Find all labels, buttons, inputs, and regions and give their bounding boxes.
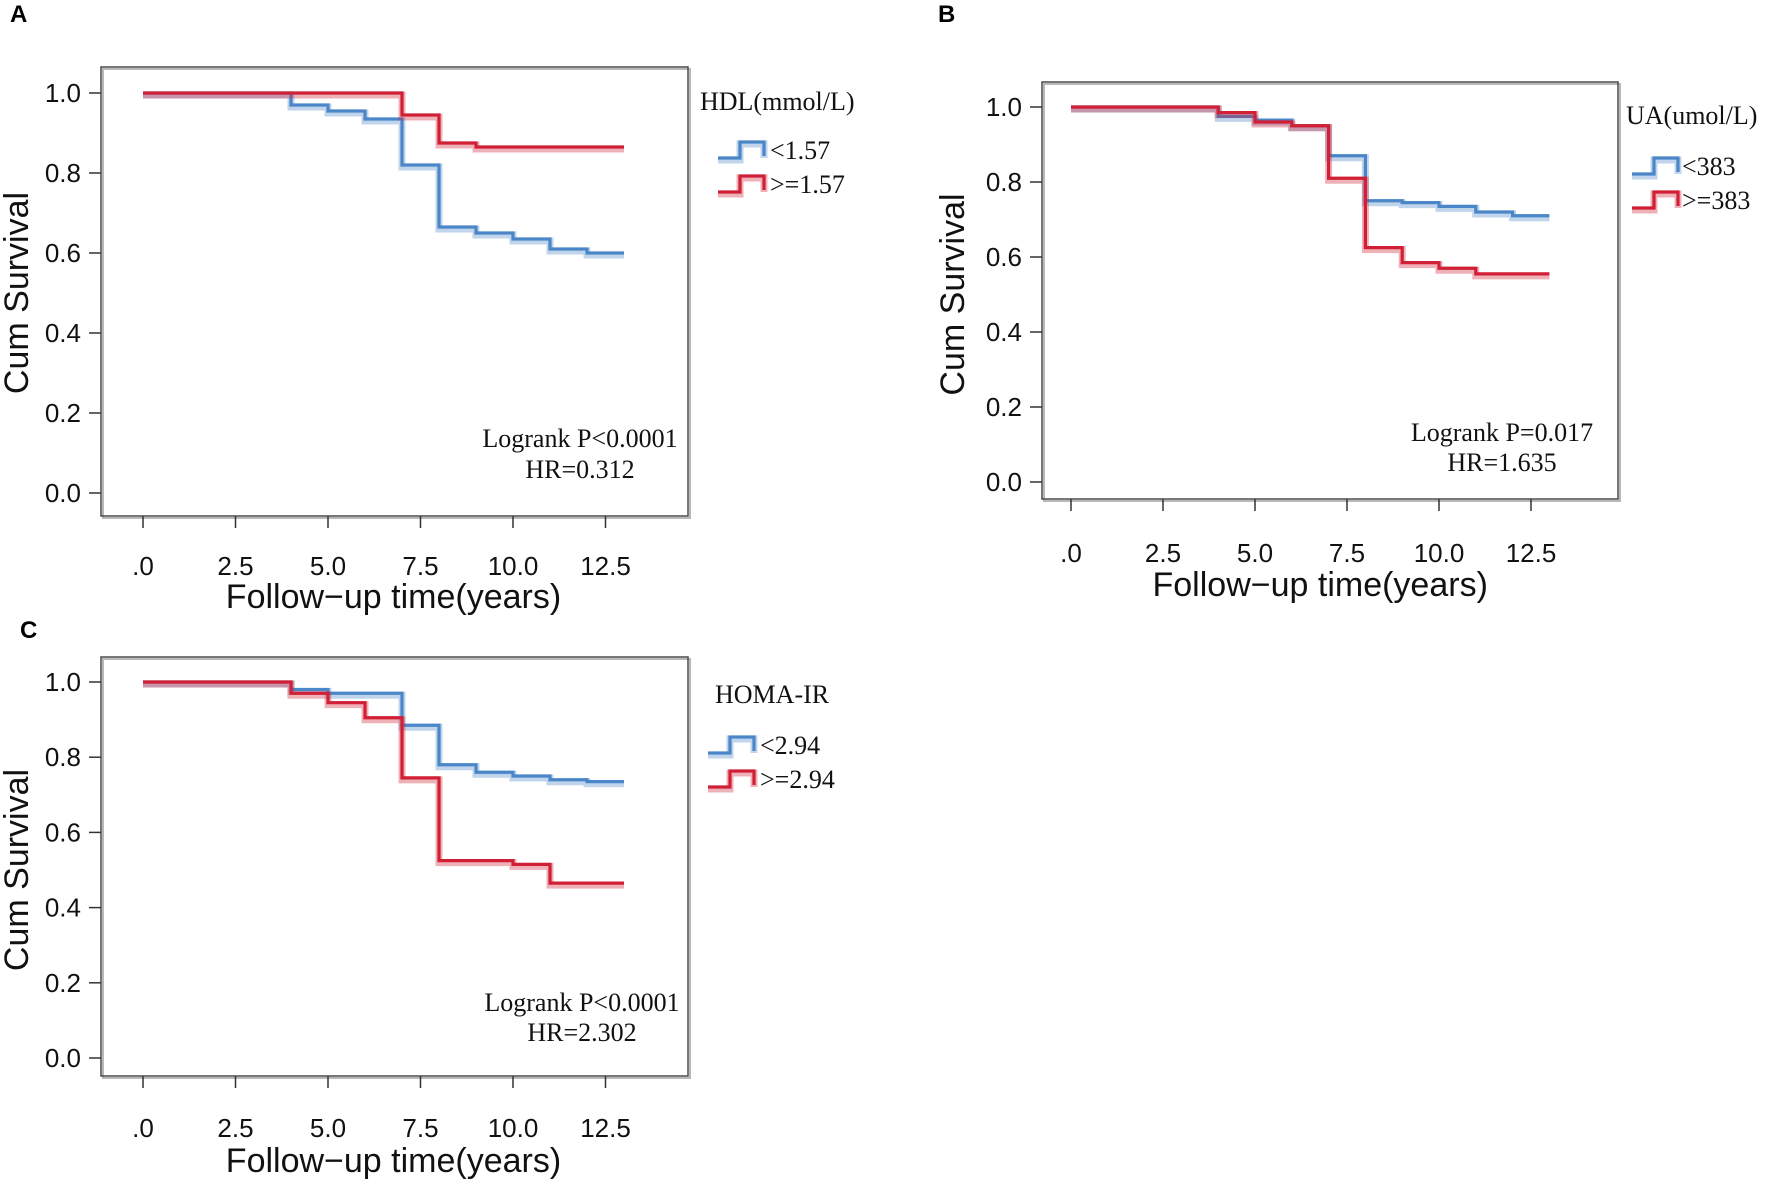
y-tick-label: 1.0 bbox=[45, 667, 81, 697]
legend-title: UA(umol/L) bbox=[1626, 101, 1757, 130]
x-tick-label: 12.5 bbox=[1506, 538, 1557, 568]
x-axis-title: Follow−up time(years) bbox=[1153, 566, 1488, 604]
survival-curve-2 bbox=[143, 91, 624, 149]
panel-letter: B bbox=[938, 1, 955, 28]
plot-frame-shadow bbox=[102, 68, 691, 519]
y-tick-label: 0.8 bbox=[45, 742, 81, 772]
x-tick-label: 2.5 bbox=[1145, 538, 1181, 568]
survival-curve-1 bbox=[1071, 105, 1550, 218]
panel-letter: A bbox=[10, 1, 27, 28]
x-tick-label: 5.0 bbox=[1237, 538, 1273, 568]
y-tick-label: 0.0 bbox=[45, 478, 81, 508]
y-tick-label: 0.2 bbox=[45, 398, 81, 428]
legend-label-1: <2.94 bbox=[760, 731, 820, 760]
hazard-ratio-annotation: HR=2.302 bbox=[527, 1018, 636, 1047]
x-tick-label: 7.5 bbox=[1329, 538, 1365, 568]
legend: HDL(mmol/L) <1.57 >=1.57 bbox=[700, 87, 855, 199]
x-tick-label: 5.0 bbox=[310, 1113, 346, 1143]
x-tick-label: 2.5 bbox=[217, 1113, 253, 1143]
survival-curve-2 bbox=[143, 680, 624, 885]
y-tick-label: 0.6 bbox=[45, 238, 81, 268]
legend-symbol-1 bbox=[708, 735, 756, 755]
x-tick-label: .0 bbox=[1060, 538, 1082, 568]
y-tick-label: 0.8 bbox=[45, 158, 81, 188]
y-tick-label: 0.8 bbox=[986, 167, 1022, 197]
panel-letter: C bbox=[20, 617, 37, 644]
x-tick-label: 12.5 bbox=[580, 551, 631, 581]
legend: UA(umol/L) <383 >=383 bbox=[1626, 101, 1757, 215]
y-tick-label: 1.0 bbox=[45, 78, 81, 108]
logrank-annotation: Logrank P=0.017 bbox=[1411, 418, 1593, 447]
survival-curve-1 bbox=[143, 91, 624, 255]
x-tick-label: 10.0 bbox=[488, 1113, 539, 1143]
y-tick-label: 0.0 bbox=[986, 467, 1022, 497]
legend-symbol-2 bbox=[718, 174, 766, 194]
plot-frame bbox=[100, 66, 689, 517]
x-tick-label: .0 bbox=[132, 1113, 154, 1143]
logrank-annotation: Logrank P<0.0001 bbox=[482, 424, 677, 453]
legend-symbol-2 bbox=[708, 769, 756, 789]
logrank-annotation: Logrank P<0.0001 bbox=[484, 988, 679, 1017]
y-axis-title: Cum Survival bbox=[0, 192, 36, 394]
x-tick-label: 10.0 bbox=[488, 551, 539, 581]
chart-panel-a: A 0.0 0.2 0.4 0.6 0.8 1.0 .0 2.5 5.0 7.5 10.0 12.5 Fo… bbox=[0, 1, 855, 616]
y-tick-label: 0.6 bbox=[45, 817, 81, 847]
legend-title: HOMA-IR bbox=[715, 680, 830, 709]
x-tick-label: 5.0 bbox=[310, 551, 346, 581]
x-tick-label: 7.5 bbox=[402, 1113, 438, 1143]
y-tick-label: 0.6 bbox=[986, 242, 1022, 272]
x-tick-label: .0 bbox=[132, 551, 154, 581]
legend-label-2: >=1.57 bbox=[770, 170, 845, 199]
legend-symbol-1 bbox=[718, 140, 766, 160]
legend-title: HDL(mmol/L) bbox=[700, 87, 855, 116]
x-tick-label: 7.5 bbox=[402, 551, 438, 581]
survival-curve-1 bbox=[143, 680, 624, 784]
x-axis-title: Follow−up time(years) bbox=[226, 1142, 561, 1180]
y-tick-label: 0.4 bbox=[45, 893, 81, 923]
legend-label-2: >=2.94 bbox=[760, 765, 835, 794]
x-tick-label: 2.5 bbox=[217, 551, 253, 581]
y-tick-label: 0.2 bbox=[986, 392, 1022, 422]
survival-curve-2 bbox=[1071, 105, 1550, 276]
chart-panel-b: B 0.0 0.2 0.4 0.6 0.8 1.0 .0 2.5 5.0 7.5 10.0 12.5 Fo… bbox=[934, 1, 1757, 604]
chart-panel-c: C 0.0 0.2 0.4 0.6 0.8 1.0 .0 2.5 5.0 7.5 10.0 12.5 Fo… bbox=[0, 617, 835, 1180]
y-tick-label: 0.4 bbox=[45, 318, 81, 348]
plot-frame-shadow bbox=[102, 658, 691, 1079]
plot-frame bbox=[1041, 81, 1619, 500]
plot-frame bbox=[100, 656, 689, 1077]
plot-frame-shadow bbox=[1043, 83, 1621, 502]
survival-curve-halo-2 bbox=[1071, 105, 1550, 280]
legend-label-2: >=383 bbox=[1682, 186, 1750, 215]
legend: HOMA-IR <2.94 >=2.94 bbox=[708, 680, 835, 794]
x-axis-title: Follow−up time(years) bbox=[226, 578, 561, 616]
y-tick-label: 1.0 bbox=[986, 92, 1022, 122]
hazard-ratio-annotation: HR=1.635 bbox=[1447, 448, 1556, 477]
y-axis-title: Cum Survival bbox=[934, 193, 972, 395]
x-tick-label: 10.0 bbox=[1414, 538, 1465, 568]
legend-label-1: <1.57 bbox=[770, 136, 830, 165]
y-tick-label: 0.4 bbox=[986, 317, 1022, 347]
hazard-ratio-annotation: HR=0.312 bbox=[525, 455, 634, 484]
survival-curve-halo-1 bbox=[143, 680, 624, 788]
legend-symbol-1 bbox=[1632, 156, 1680, 176]
y-axis-title: Cum Survival bbox=[0, 769, 36, 971]
legend-symbol-2 bbox=[1632, 190, 1680, 210]
y-tick-label: 0.2 bbox=[45, 968, 81, 998]
y-tick-label: 0.0 bbox=[45, 1043, 81, 1073]
legend-label-1: <383 bbox=[1682, 152, 1736, 181]
x-tick-label: 12.5 bbox=[580, 1113, 631, 1143]
